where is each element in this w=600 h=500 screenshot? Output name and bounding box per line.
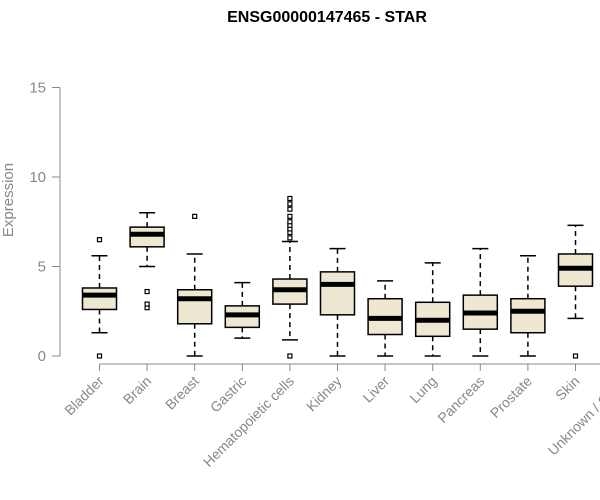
- outlier-point: [96, 237, 103, 243]
- box-group-lung: [414, 262, 451, 357]
- outlier-point: [287, 213, 293, 219]
- x-tick-label: Lung: [406, 373, 439, 406]
- box-group-brain: [129, 212, 165, 311]
- box-group-prostate: [510, 255, 546, 357]
- outlier-point: [192, 213, 198, 219]
- box: [319, 271, 356, 316]
- y-tick-label: 10: [29, 169, 46, 186]
- box-group-breast: [176, 213, 213, 357]
- box-group-hematopoietic-cells: [272, 195, 308, 359]
- x-tick-label: Skin: [552, 373, 583, 404]
- boxes-layer: [81, 195, 594, 359]
- y-tick-label: 0: [38, 348, 46, 365]
- y-axis-label: Expression: [0, 163, 17, 237]
- outlier-point: [144, 301, 150, 307]
- x-tick-label: Prostate: [487, 373, 535, 421]
- outlier-point: [287, 353, 293, 359]
- box-group-liver: [367, 280, 403, 357]
- y-tick-label: 5: [38, 259, 46, 276]
- outlier-point: [287, 219, 293, 225]
- x-tick-label: Breast: [162, 373, 202, 413]
- outlier-point: [572, 353, 579, 359]
- box-group-gastric: [224, 281, 261, 339]
- outlier-point: [287, 235, 293, 241]
- x-tick-label: Gastric: [207, 373, 250, 416]
- x-tick-label: Bladder: [61, 373, 107, 419]
- box: [176, 289, 213, 325]
- y-tick-label: 15: [29, 80, 46, 97]
- x-tick-label: Kidney: [303, 373, 345, 415]
- box-group-kidney: [319, 247, 356, 357]
- y-axis: 0 5 10 15: [29, 80, 61, 365]
- box-group-bladder: [81, 237, 118, 359]
- x-tick-label: Pancreas: [434, 373, 487, 426]
- box: [510, 297, 546, 334]
- chart-title: ENSG00000147465 - STAR: [227, 9, 427, 26]
- x-tick-label: Liver: [359, 373, 392, 406]
- box: [81, 287, 118, 311]
- box: [129, 226, 165, 248]
- outlier-point: [287, 195, 293, 202]
- x-tick-label: Brain: [120, 373, 154, 407]
- outlier-point: [287, 206, 293, 212]
- outlier-point: [144, 288, 150, 295]
- outlier-point: [96, 353, 103, 359]
- x-tick-label: Hematopoietic cells: [200, 373, 297, 470]
- box-group-pancreas: [462, 247, 499, 357]
- outlier-point: [287, 201, 293, 207]
- box-group-skin: [557, 224, 594, 359]
